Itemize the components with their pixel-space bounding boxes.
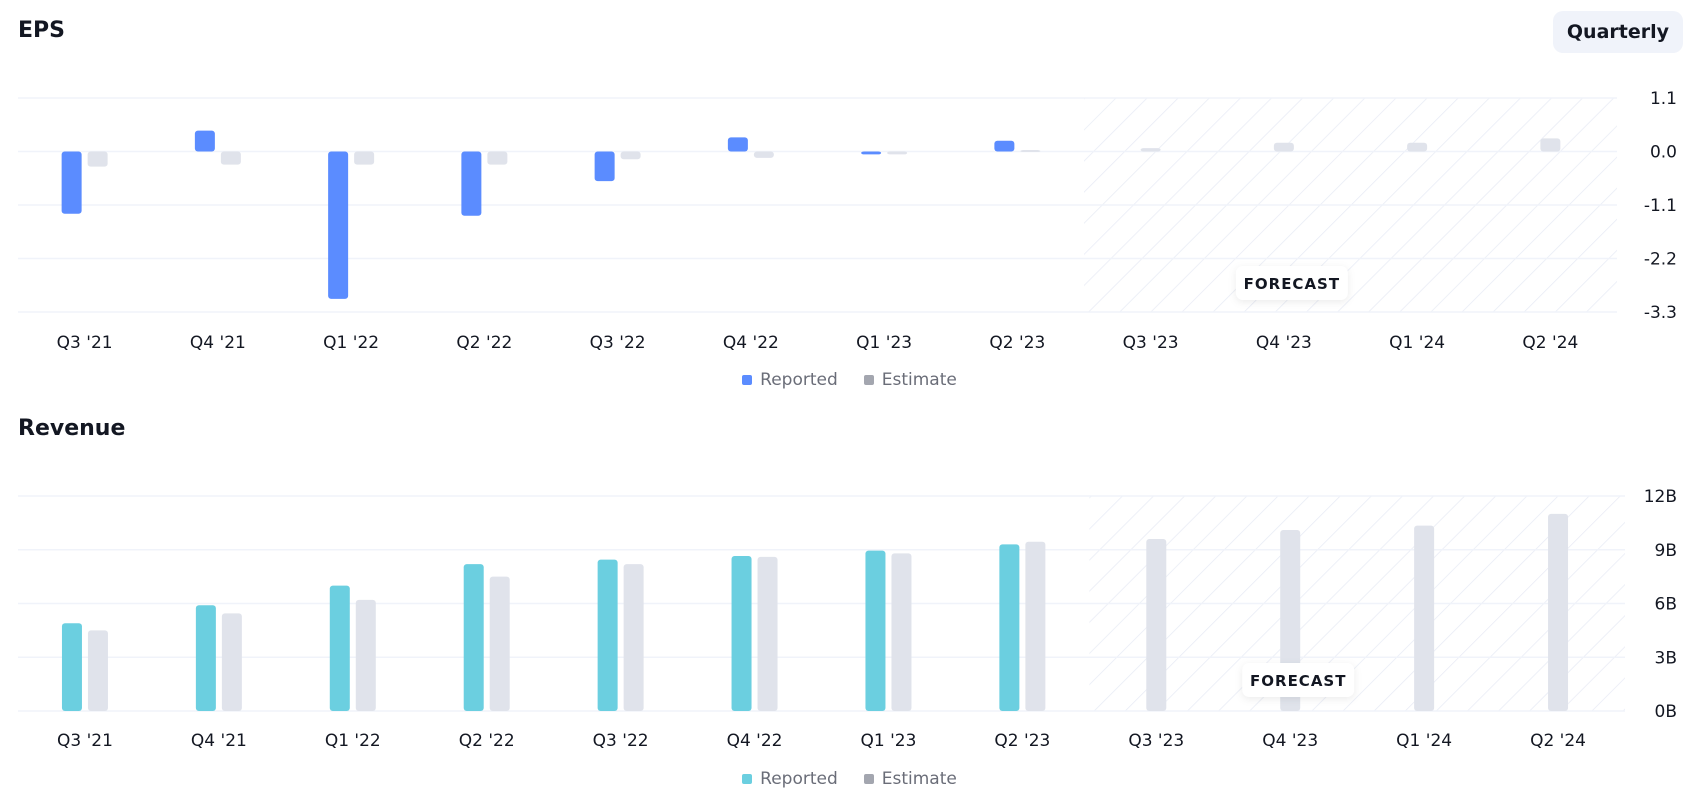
x-tick-label: Q4 '22: [727, 731, 783, 751]
reported-bar: [994, 140, 1015, 152]
period-toggle-button[interactable]: Quarterly: [1552, 11, 1683, 53]
x-tick-label: Q1 '24: [1389, 333, 1445, 353]
forecast-label: FORECAST: [1250, 672, 1346, 690]
eps-title: EPS: [18, 18, 65, 43]
x-tick-label: Q1 '22: [323, 333, 379, 353]
estimate-bar: [1414, 525, 1435, 711]
reported-bar: [461, 151, 482, 216]
x-tick-label: Q2 '22: [459, 731, 515, 751]
x-tick-label: Q3 '23: [1123, 333, 1179, 353]
y-tick-label: 9B: [1655, 541, 1677, 561]
x-tick-label: Q3 '21: [57, 333, 113, 353]
x-tick-label: Q1 '22: [325, 731, 381, 751]
estimate-bar: [87, 151, 108, 167]
x-tick-label: Q2 '24: [1530, 731, 1586, 751]
x-tick-label: Q4 '23: [1256, 333, 1312, 353]
reported-bar: [463, 564, 484, 711]
forecast-badge-bg: [1235, 266, 1348, 300]
y-tick-label: 0.0: [1650, 143, 1677, 163]
reported-bar: [594, 151, 615, 182]
x-tick-label: Q1 '23: [861, 731, 917, 751]
x-tick-label: Q4 '21: [191, 731, 247, 751]
estimate-bar: [1140, 148, 1161, 152]
estimate-bar: [887, 151, 908, 155]
legend-item-estimate[interactable]: Estimate: [863, 370, 957, 390]
x-tick-label: Q1 '23: [856, 333, 912, 353]
x-tick-label: Q4 '23: [1262, 731, 1318, 751]
estimate-bar: [221, 613, 242, 711]
x-tick-label: Q2 '23: [994, 731, 1050, 751]
reported-bar: [328, 151, 349, 299]
legend-label: Estimate: [881, 769, 957, 789]
x-tick-label: Q1 '24: [1396, 731, 1452, 751]
estimate-bar: [757, 556, 778, 711]
estimate-bar: [1540, 138, 1561, 152]
reported-bar: [194, 130, 215, 152]
legend-label: Estimate: [881, 370, 957, 390]
y-tick-label: 6B: [1655, 595, 1677, 615]
x-tick-label: Q4 '21: [190, 333, 246, 353]
reported-swatch: [742, 774, 753, 784]
y-tick-label: 3B: [1655, 648, 1677, 668]
x-tick-label: Q4 '22: [723, 333, 779, 353]
forecast-label: FORECAST: [1244, 275, 1340, 293]
reported-bar: [861, 151, 882, 155]
y-tick-label: 1.1: [1650, 89, 1677, 109]
estimate-bar: [87, 630, 108, 711]
estimate-bar: [487, 151, 508, 165]
forecast-badge: FORECAST: [1235, 266, 1348, 300]
revenue-legend: Reported Estimate: [0, 769, 1699, 789]
y-tick-label: 12B: [1644, 487, 1677, 507]
legend-item-estimate[interactable]: Estimate: [863, 769, 957, 789]
reported-bar: [61, 151, 82, 214]
estimate-bar: [623, 564, 644, 711]
forecast-badge-bg: [1242, 663, 1355, 697]
reported-bar: [195, 605, 216, 711]
estimate-bar: [620, 151, 641, 160]
y-tick-label: -1.1: [1644, 196, 1677, 216]
estimate-bar: [891, 553, 912, 711]
reported-bar: [329, 585, 350, 711]
reported-bar: [597, 559, 618, 711]
estimate-bar: [220, 151, 241, 165]
x-tick-label: Q3 '22: [593, 731, 649, 751]
estimate-swatch: [863, 375, 874, 385]
reported-bar: [865, 550, 886, 711]
estimate-bar: [1025, 541, 1046, 711]
revenue-title: Revenue: [18, 416, 126, 441]
legend-item-reported[interactable]: Reported: [742, 370, 838, 390]
x-tick-label: Q2 '22: [456, 333, 512, 353]
legend-label: Reported: [760, 769, 838, 789]
reported-bar: [999, 544, 1020, 711]
reported-swatch: [742, 375, 753, 385]
reported-bar: [61, 623, 82, 711]
x-tick-label: Q3 '22: [590, 333, 646, 353]
estimate-bar: [753, 151, 774, 158]
estimate-bar: [354, 151, 375, 165]
legend-item-reported[interactable]: Reported: [742, 769, 838, 789]
estimate-bar: [1407, 142, 1428, 152]
x-tick-label: Q2 '23: [989, 333, 1045, 353]
estimate-bar: [1020, 150, 1041, 153]
forecast-badge: FORECAST: [1242, 663, 1355, 697]
x-tick-label: Q3 '23: [1128, 731, 1184, 751]
estimate-bar: [1273, 142, 1294, 152]
estimate-bar: [355, 599, 376, 711]
y-tick-label: -3.3: [1644, 303, 1677, 323]
y-tick-label: 0B: [1655, 702, 1677, 722]
eps-legend: Reported Estimate: [0, 370, 1699, 390]
reported-bar: [731, 556, 752, 711]
estimate-bar: [1548, 513, 1569, 711]
estimate-bar: [489, 576, 510, 711]
y-tick-label: -2.2: [1644, 250, 1677, 270]
x-tick-label: Q3 '21: [57, 731, 113, 751]
x-tick-label: Q2 '24: [1522, 333, 1578, 353]
legend-label: Reported: [760, 370, 838, 390]
estimate-bar: [1146, 539, 1167, 711]
estimate-swatch: [863, 774, 874, 784]
reported-bar: [727, 137, 748, 152]
